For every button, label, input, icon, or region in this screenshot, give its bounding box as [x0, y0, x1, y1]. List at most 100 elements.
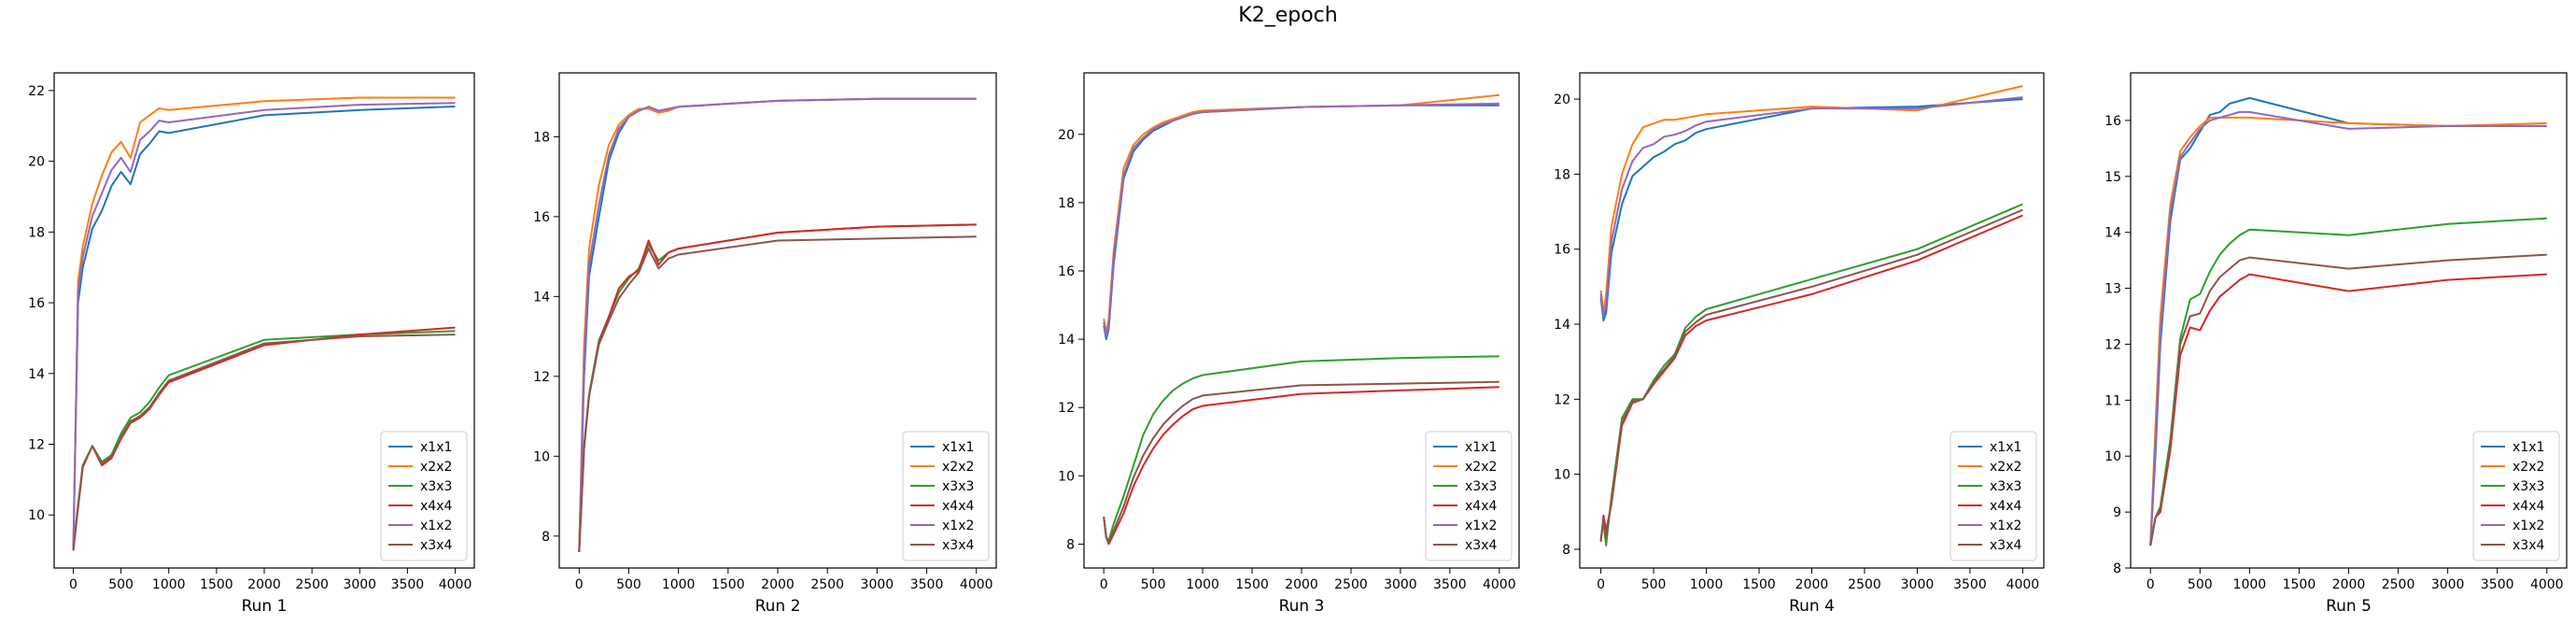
y-tick-label: 10: [1554, 468, 1570, 483]
y-tick-label: 10: [2104, 449, 2121, 464]
y-tick-label: 18: [1554, 167, 1570, 182]
series-line-x1x2: [72, 102, 456, 551]
legend-label-x2x2: x2x2: [942, 460, 974, 475]
x-tick-label: 0: [69, 577, 77, 592]
x-tick-label: 0: [1100, 577, 1108, 592]
x-tick-label: 3000: [861, 577, 894, 592]
x-tick-label: 1500: [711, 577, 745, 592]
legend-label-x2x2: x2x2: [1990, 460, 2021, 475]
legend-label-x1x2: x1x2: [942, 518, 974, 533]
y-tick-label: 12: [2104, 337, 2121, 352]
x-tick-label: 2500: [1848, 577, 1881, 592]
x-tick-label: 1500: [1742, 577, 1776, 592]
x-tick-label: 4000: [439, 577, 472, 592]
y-tick-label: 18: [533, 130, 550, 145]
series-line-x3x4: [1103, 380, 1499, 544]
legend-label-x4x4: x4x4: [942, 499, 974, 514]
x-tick-label: 2500: [810, 577, 844, 592]
x-tick-label: 3500: [1433, 577, 1467, 592]
legend-box: [902, 431, 990, 561]
legend-box: [2472, 431, 2560, 561]
series-line-x4x4: [1103, 386, 1499, 546]
legend-label-x1x2: x1x2: [1465, 518, 1497, 533]
series-line-x3x3: [1103, 355, 1499, 542]
y-tick-label: 12: [533, 370, 550, 385]
x-tick-label: 500: [2188, 577, 2213, 592]
y-tick-label: 14: [1554, 318, 1570, 333]
legend-label-x1x1: x1x1: [420, 440, 452, 455]
y-tick-label: 20: [1058, 128, 1075, 143]
legend: x1x1 x2x2 x3x3 x4x4 x1x2 x3x4: [2472, 431, 2560, 561]
legend-label-x1x1: x1x1: [2513, 440, 2544, 455]
x-axis-label: Run 2: [755, 597, 801, 616]
legend-box: [1950, 431, 2037, 561]
x-tick-label: 3000: [343, 577, 376, 592]
legend-label-x1x2: x1x2: [1990, 518, 2021, 533]
y-tick-label: 10: [533, 449, 550, 464]
x-tick-label: 1000: [662, 577, 696, 592]
x-tick-label: 1000: [152, 577, 186, 592]
x-tick-label: 0: [1597, 577, 1605, 592]
legend: x1x1 x2x2 x3x3 x4x4 x1x2 x3x4: [380, 431, 468, 561]
y-tick-label: 16: [28, 296, 45, 311]
legend-label-x3x3: x3x3: [420, 479, 452, 494]
y-tick-label: 8: [2113, 561, 2121, 576]
y-tick-label: 14: [533, 290, 550, 305]
x-tick-label: 1000: [1186, 577, 1219, 592]
y-tick-label: 22: [28, 84, 45, 99]
x-tick-label: 0: [575, 577, 584, 592]
y-tick-label: 14: [2104, 226, 2121, 241]
x-tick-label: 3000: [1384, 577, 1417, 592]
series-line-x2x2: [2149, 116, 2547, 547]
legend-label-x1x1: x1x1: [1465, 440, 1497, 455]
figure-title: K2_epoch: [1238, 4, 1338, 27]
y-tick-label: 10: [28, 508, 45, 523]
x-tick-label: 3500: [391, 577, 425, 592]
y-tick-label: 14: [28, 367, 45, 382]
series-line-x2x2: [72, 96, 456, 551]
x-tick-label: 3500: [2481, 577, 2514, 592]
legend-label-x2x2: x2x2: [1465, 460, 1497, 475]
x-tick-label: 1500: [2283, 577, 2316, 592]
y-tick-label: 20: [28, 155, 45, 170]
x-tick-label: 1500: [1235, 577, 1269, 592]
legend-label-x3x4: x3x4: [1990, 538, 2021, 553]
y-tick-label: 8: [542, 530, 550, 545]
y-tick-label: 18: [28, 225, 45, 240]
legend-label-x3x4: x3x4: [942, 538, 974, 553]
legend: x1x1 x2x2 x3x3 x4x4 x1x2 x3x4: [1425, 431, 1513, 561]
x-tick-label: 500: [616, 577, 641, 592]
series-line-x3x4: [2149, 253, 2547, 547]
y-tick-label: 13: [2104, 282, 2121, 297]
x-tick-label: 2000: [761, 577, 795, 592]
x-axis-label: Run 4: [1789, 597, 1835, 616]
x-tick-label: 3000: [1901, 577, 1935, 592]
subplot-1: 0 500 1000 1500 2000 2500 3000 3500 4000 10 12 14 16…: [28, 72, 475, 616]
series-line-x3x4: [1599, 208, 2023, 541]
x-tick-label: 2000: [1285, 577, 1318, 592]
x-tick-label: 4000: [2006, 577, 2040, 592]
series-line-x1x1: [1103, 104, 1499, 341]
legend-label-x3x4: x3x4: [420, 538, 452, 553]
legend-label-x4x4: x4x4: [2513, 499, 2544, 514]
x-tick-label: 500: [1141, 577, 1166, 592]
legend-label-x4x4: x4x4: [1990, 499, 2021, 514]
legend-label-x2x2: x2x2: [420, 460, 452, 475]
x-axis-label: Run 5: [2326, 597, 2372, 616]
series-line-x2x2: [1599, 85, 2023, 314]
y-tick-label: 8: [1562, 543, 1570, 558]
legend-label-x3x4: x3x4: [1465, 538, 1497, 553]
legend: x1x1 x2x2 x3x3 x4x4 x1x2 x3x4: [1950, 431, 2037, 561]
x-tick-label: 500: [108, 577, 134, 592]
y-tick-label: 20: [1554, 92, 1570, 107]
legend-label-x1x1: x1x1: [942, 440, 974, 455]
legend: x1x1 x2x2 x3x3 x4x4 x1x2 x3x4: [902, 431, 990, 561]
x-tick-label: 1000: [2233, 577, 2267, 592]
y-tick-label: 9: [2113, 505, 2121, 520]
legend-label-x3x3: x3x3: [2513, 479, 2544, 494]
legend-label-x1x2: x1x2: [2513, 518, 2544, 533]
subplot-2: 0 500 1000 1500 2000 2500 3000 3500 4000 8 10 12 14 1…: [533, 72, 997, 616]
legend-label-x2x2: x2x2: [2513, 460, 2544, 475]
y-tick-label: 16: [2104, 114, 2121, 129]
